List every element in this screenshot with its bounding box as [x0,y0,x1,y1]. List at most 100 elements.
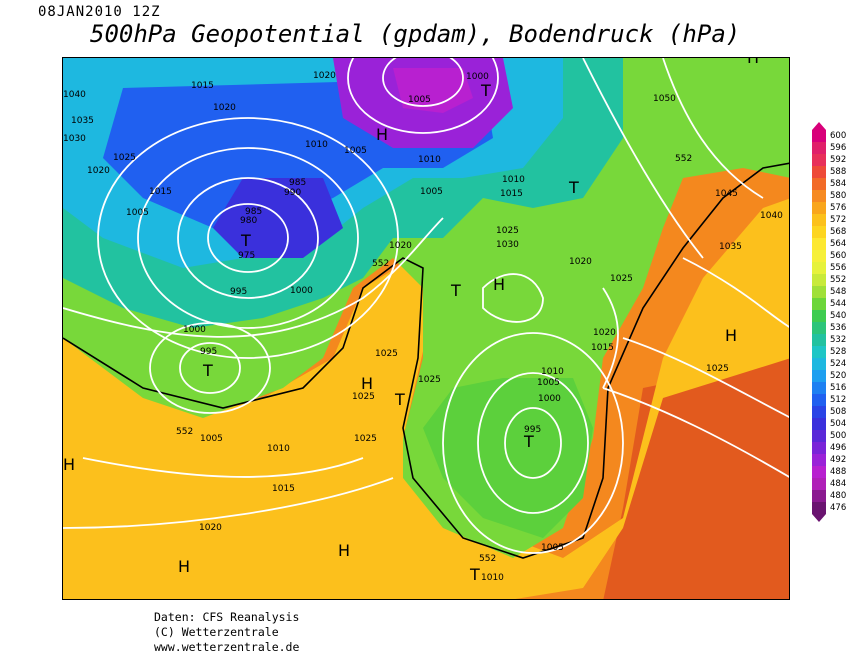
isobar-label: 1000 [183,325,206,335]
isobar-label: 1015 [191,81,214,91]
copyright-credit: (C) Wetterzentrale [154,625,279,639]
pressure-center-low: T [469,565,480,584]
colorbar-cell [812,154,826,166]
data-source-credit: Daten: CFS Reanalysis [154,610,300,624]
pressure-center-high: H [747,58,759,67]
colorbar-cell [812,502,826,514]
colorbar-cell [812,238,826,250]
isobar-label: 1010 [481,573,504,583]
colorbar-cell [812,142,826,154]
colorbar-level-label: 588 [830,167,847,177]
contour-552-label: 552 [372,259,389,269]
isobar-label: 1020 [87,166,110,176]
colorbar-cell [812,166,826,178]
contour-552 [63,162,789,559]
isobar-label: 1015 [591,343,614,353]
chart-title: 500hPa Geopotential (gpdam), Bodendruck … [90,20,741,48]
pressure-center-high: H [361,374,373,393]
isobar-label: 1005 [126,208,149,218]
colorbar-level-label: 484 [830,479,847,489]
isobar-label: 995 [200,347,217,357]
colorbar-level-label: 524 [830,359,847,369]
isobar-label: 1020 [313,71,336,81]
colorbar-level-label: 536 [830,323,847,333]
isobar-label: 1010 [267,444,290,454]
isobar-label: 1015 [500,189,523,199]
pressure-center-low: T [394,390,405,409]
colorbar-cell [812,454,826,466]
isobar-label: 1020 [569,257,592,267]
isobar-label: 1025 [610,274,633,284]
pressure-center-low: T [523,432,534,451]
colorbar-level-label: 516 [830,383,847,393]
isobar-lines [63,58,789,554]
pressure-center-high: H [63,455,75,474]
isobar-label: 1015 [149,187,172,197]
pressure-center-low: T [568,178,579,197]
colorbar-cell [812,430,826,442]
colorbar-cell [812,406,826,418]
colorbar-level-label: 540 [830,311,847,321]
pressure-center-high: H [376,125,388,144]
colorbar-level-label: 520 [830,371,847,381]
low-core-greenland [213,178,343,258]
pressure-center-low: T [240,231,251,250]
isobar-label: 1005 [344,146,367,156]
colorbar-level-label: 488 [830,467,847,477]
pressure-center-high: H [725,326,737,345]
isobar-label: 1010 [305,140,328,150]
colorbar-level-label: 544 [830,299,847,309]
colorbar-level-label: 528 [830,347,847,357]
isobar-label: 1020 [213,103,236,113]
colorbar-cell [812,274,826,286]
isobar-label: 1020 [389,241,412,251]
isobar-label: 1005 [541,543,564,553]
colorbar-cell [812,226,826,238]
isobar-label: 985 [289,178,306,188]
colorbar-level-label: 552 [830,275,847,285]
pressure-center-group: T H T T T T H H H T T H H H H T [63,58,759,584]
colorbar-level-label: 508 [830,407,847,417]
colorbar-cell [812,394,826,406]
colorbar-cell [812,190,826,202]
colorbar [812,130,826,526]
pressure-center-high: H [178,557,190,576]
isobar-label: 1000 [466,72,489,82]
colorbar-cell [812,298,826,310]
isobar-label: 1020 [199,523,222,533]
isobar-label: 1045 [715,189,738,199]
colorbar-cell [812,490,826,502]
isobar-label: 1000 [538,394,561,404]
colorbar-level-label: 576 [830,203,847,213]
isobar-label: 995 [524,425,541,435]
colorbar-level-label: 504 [830,419,847,429]
isobar-label: 1000 [290,286,313,296]
colorbar-level-label: 592 [830,155,847,165]
isobar-label: 1030 [496,240,519,250]
isobar-label: 1025 [496,226,519,236]
isobar-label: 1010 [418,155,441,165]
website-credit: www.wetterzentrale.de [154,640,300,654]
pressure-center-high: H [493,275,505,294]
isobar-label: 985 [245,207,262,217]
colorbar-level-label: 556 [830,263,847,273]
colorbar-cell [812,310,826,322]
colorbar-cell [812,178,826,190]
colorbar-level-label: 480 [830,491,847,501]
yellow-band [63,198,789,599]
isobar-label: 990 [284,188,301,198]
colorbar-cell [812,478,826,490]
isobar-label: 1005 [408,95,431,105]
isobar-label: 1040 [760,211,783,221]
colorbar-cell [812,286,826,298]
colorbar-level-label: 532 [830,335,847,345]
pressure-center-low: T [450,281,461,300]
isobar-label: 1005 [537,378,560,388]
isobar-label: 1010 [541,367,564,377]
colorbar-top-arrow [812,122,826,130]
isobar-label: 1020 [593,328,616,338]
pressure-center-low: T [202,361,213,380]
colorbar-bottom-arrow [812,514,826,522]
colorbar-level-label: 512 [830,395,847,405]
colorbar-level-label: 496 [830,443,847,453]
